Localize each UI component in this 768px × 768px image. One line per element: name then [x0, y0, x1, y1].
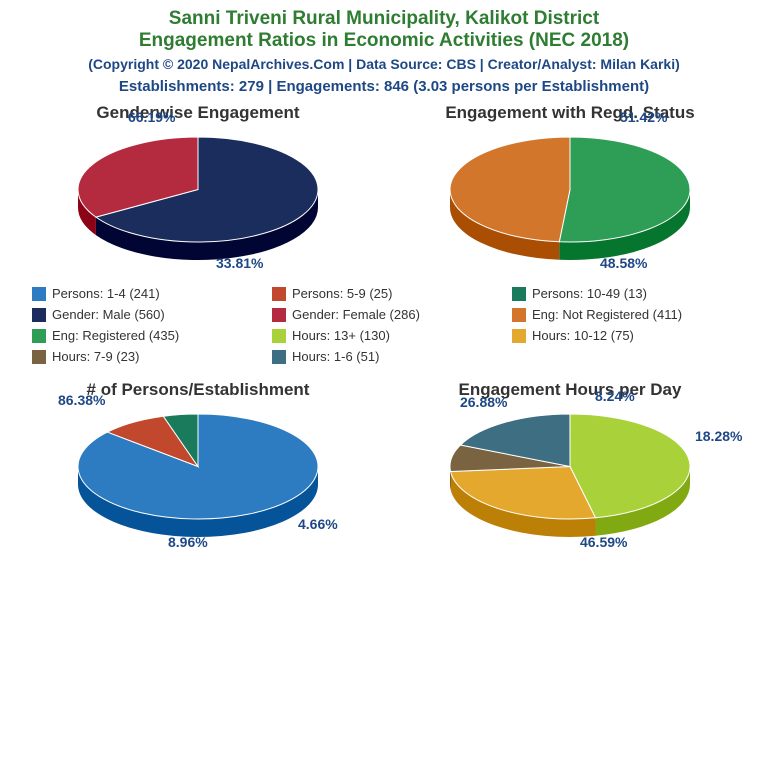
legend-text: Persons: 5-9 (25) [292, 286, 392, 301]
legend-swatch [272, 287, 286, 301]
pie-slice-label: 8.24% [595, 388, 635, 404]
legend-swatch [512, 329, 526, 343]
chart-regd-pie: 51.42%48.58% [440, 127, 700, 270]
legend-swatch [512, 308, 526, 322]
legend-text: Hours: 1-6 (51) [292, 349, 379, 364]
chart-persons: # of Persons/Establishment 86.38%8.96%4.… [19, 380, 376, 547]
pie-slice-label: 4.66% [298, 516, 338, 532]
chart-hours: Engagement Hours per Day 46.59%26.88%8.2… [391, 380, 748, 547]
legend-item: Hours: 10-12 (75) [512, 328, 736, 343]
legend-item: Persons: 5-9 (25) [272, 286, 496, 301]
pie-slice-label: 18.28% [695, 428, 742, 444]
legend-text: Eng: Registered (435) [52, 328, 179, 343]
pie-slice-label: 51.42% [620, 109, 667, 125]
pie-slice-label: 26.88% [460, 394, 507, 410]
legend-swatch [32, 329, 46, 343]
chart-gender-title: Genderwise Engagement [96, 103, 299, 123]
legend-text: Gender: Female (286) [292, 307, 420, 322]
legend-swatch [32, 287, 46, 301]
legend-text: Hours: 13+ (130) [292, 328, 390, 343]
legend-item: Persons: 1-4 (241) [32, 286, 256, 301]
pie-slice-label: 48.58% [600, 255, 647, 271]
legend-item: Eng: Not Registered (411) [512, 307, 736, 322]
legend-swatch [272, 308, 286, 322]
legend-text: Persons: 1-4 (241) [52, 286, 160, 301]
legend-swatch [32, 350, 46, 364]
pie-slice-label: 46.59% [580, 534, 627, 550]
legend-item: Persons: 10-49 (13) [512, 286, 736, 301]
legend-text: Hours: 7-9 (23) [52, 349, 139, 364]
legend-text: Persons: 10-49 (13) [532, 286, 647, 301]
title-line1: Sanni Triveni Rural Municipality, Kaliko… [12, 8, 756, 30]
legend-item: Gender: Male (560) [32, 307, 256, 322]
pie-slice-label: 86.38% [58, 392, 105, 408]
subtitle: (Copyright © 2020 NepalArchives.Com | Da… [12, 56, 756, 72]
chart-gender: Genderwise Engagement 66.19%33.81% [19, 103, 376, 270]
legend-text: Eng: Not Registered (411) [532, 307, 682, 322]
stats-line: Establishments: 279 | Engagements: 846 (… [12, 78, 756, 95]
chart-persons-pie: 86.38%8.96%4.66% [68, 404, 328, 547]
legend: Persons: 1-4 (241) Persons: 5-9 (25) Perso… [12, 278, 756, 372]
legend-item: Eng: Registered (435) [32, 328, 256, 343]
chart-persons-title: # of Persons/Establishment [87, 380, 310, 400]
legend-swatch [32, 308, 46, 322]
legend-text: Gender: Male (560) [52, 307, 165, 322]
legend-swatch [512, 287, 526, 301]
legend-item: Hours: 13+ (130) [272, 328, 496, 343]
chart-container: Sanni Triveni Rural Municipality, Kaliko… [0, 0, 768, 768]
legend-item: Hours: 7-9 (23) [32, 349, 256, 364]
title-line2: Engagement Ratios in Economic Activities… [12, 30, 756, 52]
legend-swatch [272, 329, 286, 343]
pie-slice-label: 8.96% [168, 534, 208, 550]
legend-item: Hours: 1-6 (51) [272, 349, 496, 364]
pie-slice-label: 66.19% [128, 109, 175, 125]
legend-item: Gender: Female (286) [272, 307, 496, 322]
chart-regd: Engagement with Regd. Status 51.42%48.58… [391, 103, 748, 270]
charts-row-top: Genderwise Engagement 66.19%33.81% Engag… [12, 103, 756, 270]
charts-row-bottom: # of Persons/Establishment 86.38%8.96%4.… [12, 380, 756, 547]
pie-slice-label: 33.81% [216, 255, 263, 271]
legend-swatch [272, 350, 286, 364]
chart-hours-pie: 46.59%26.88%8.24%18.28% [440, 404, 700, 547]
chart-gender-pie: 66.19%33.81% [68, 127, 328, 270]
legend-text: Hours: 10-12 (75) [532, 328, 634, 343]
